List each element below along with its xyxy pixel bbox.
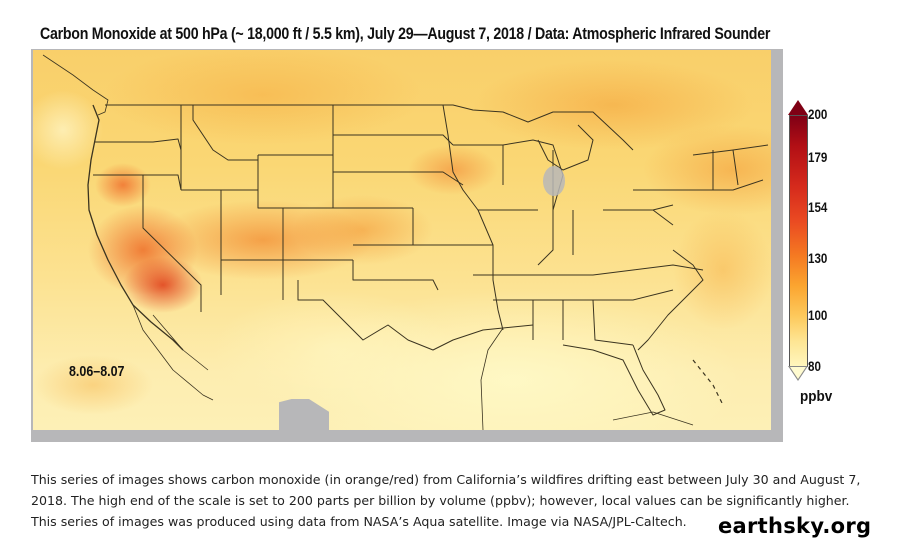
state-boundaries (42, 54, 769, 430)
colorbar-gradient (789, 115, 808, 367)
carbon-monoxide-map: 8.06–8.07 (33, 50, 771, 430)
colorbar-tick: 80 (808, 359, 821, 374)
colorbar-tick: 100 (808, 308, 828, 323)
colorbar-tick: 130 (808, 251, 828, 266)
caption-line: This series of images shows carbon monox… (31, 472, 861, 487)
colorbar-tick: 154 (808, 200, 828, 215)
colorbar-tick: 179 (808, 150, 828, 165)
caption: This series of images shows carbon monox… (31, 469, 881, 532)
earthsky-logo: earthsky.org (718, 514, 872, 538)
colorbar-min-arrow (788, 366, 808, 381)
lake-michigan-nodata (543, 166, 565, 196)
map-frame: 8.06–8.07 (31, 49, 783, 442)
colorbar-tick: 200 (808, 107, 828, 122)
caption-line: This series of images was produced using… (31, 514, 687, 529)
colorbar (788, 100, 808, 386)
colorbar-max-arrow (788, 100, 808, 115)
colorbar-unit: ppbv (800, 388, 833, 405)
date-stamp: 8.06–8.07 (69, 364, 125, 380)
caption-line: 2018. The high end of the scale is set t… (31, 493, 850, 508)
map-title: Carbon Monoxide at 500 hPa (~ 18,000 ft … (40, 25, 771, 43)
